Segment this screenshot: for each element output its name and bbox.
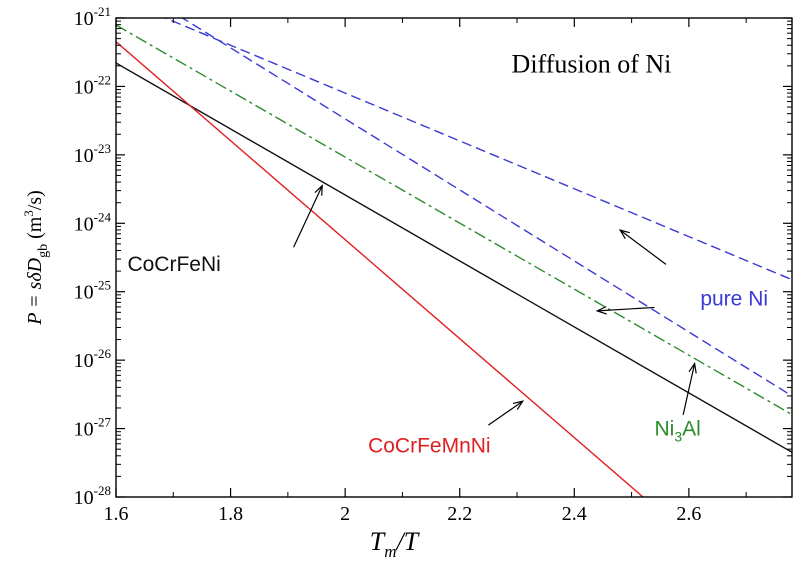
annotation-text: pure Ni bbox=[700, 287, 768, 310]
y-tick-base: 10 bbox=[74, 487, 94, 509]
annotation-text-rest: Al bbox=[682, 417, 701, 440]
annotation-text: CoCrFeNi bbox=[127, 253, 220, 276]
y-axis-title-units-open: (m bbox=[24, 216, 46, 244]
y-tick-base: 10 bbox=[74, 419, 94, 441]
y-tick-label: 10-27 bbox=[74, 415, 112, 441]
arrow-head bbox=[618, 229, 630, 239]
y-tick-exponent: -22 bbox=[94, 72, 111, 87]
annotation-subscript: 3 bbox=[674, 428, 682, 444]
y-tick-exponent: -27 bbox=[94, 415, 112, 430]
annotation-text: Ni bbox=[655, 417, 675, 440]
y-tick-base: 10 bbox=[74, 350, 94, 372]
annotation-arrow bbox=[597, 306, 655, 312]
y-tick-label: 10-21 bbox=[74, 4, 111, 30]
annotation-arrow bbox=[488, 400, 524, 426]
x-tick-label: 2.2 bbox=[447, 503, 472, 525]
y-tick-label: 10-22 bbox=[74, 72, 111, 98]
series-line-ni3al-2 bbox=[116, 24, 792, 416]
y-axis-title-units-close: /s) bbox=[24, 190, 46, 210]
x-tick-label: 1.8 bbox=[218, 503, 243, 525]
y-tick-base: 10 bbox=[74, 282, 94, 304]
plot-frame bbox=[115, 17, 793, 498]
series-lines bbox=[116, 18, 792, 497]
x-tick-label: 1.6 bbox=[104, 503, 129, 525]
y-axis-title-sub: gb bbox=[36, 244, 51, 258]
arrow-head bbox=[595, 306, 607, 315]
arrow-head bbox=[512, 400, 525, 410]
y-tick-exponent: -25 bbox=[94, 278, 111, 293]
y-axis-title-lhs: P = sδD bbox=[24, 257, 46, 325]
y-tick-label: 10-28 bbox=[74, 483, 111, 509]
annotation-text: CoCrFeMnNi bbox=[368, 435, 491, 458]
y-axis-title: P = sδDgb (m3/s) bbox=[21, 190, 51, 326]
y-tick-base: 10 bbox=[74, 145, 94, 167]
axis-ticks bbox=[115, 17, 792, 498]
x-axis-title: Tm/T bbox=[370, 527, 420, 561]
series-line-pure-ni-0 bbox=[163, 18, 792, 281]
x-tick-label: 2.4 bbox=[562, 503, 587, 525]
series-line-cocrfemnni-4 bbox=[116, 41, 644, 497]
annotation-cocrfeni: CoCrFeNi bbox=[127, 253, 220, 276]
annotation-arrow bbox=[293, 185, 323, 248]
y-tick-label: 10-24 bbox=[74, 209, 112, 235]
annotation-pure-ni: pure Ni bbox=[700, 287, 768, 310]
y-tick-label: 10-25 bbox=[74, 278, 111, 304]
x-axis-title-rest: /T bbox=[395, 527, 420, 556]
y-tick-exponent: -23 bbox=[94, 141, 111, 156]
chart-title: Diffusion of Ni bbox=[512, 50, 672, 79]
y-tick-label: 10-26 bbox=[74, 346, 112, 372]
y-tick-exponent: -28 bbox=[94, 483, 111, 498]
x-tick-label: 2.6 bbox=[676, 503, 701, 525]
annotations: pure Ni Ni3Al CoCrFeNi CoCrFeMnNi bbox=[127, 184, 768, 458]
y-tick-base: 10 bbox=[74, 76, 94, 98]
y-axis-title-units-sup: 3 bbox=[21, 210, 36, 217]
series-line-cocrfeni-3 bbox=[116, 62, 792, 453]
arrow-head bbox=[314, 184, 323, 196]
arrow-head bbox=[688, 361, 697, 374]
y-tick-base: 10 bbox=[74, 213, 94, 235]
y-tick-base: 10 bbox=[74, 8, 94, 30]
series-line-pure-ni-1 bbox=[181, 18, 792, 397]
y-tick-label: 10-23 bbox=[74, 141, 111, 167]
tick-labels: 1.6 1.8 2 2.2 2.4 2.610-2110-2210-2310-2410-2… bbox=[74, 4, 702, 525]
x-axis-title-sub: m bbox=[384, 542, 396, 561]
x-tick-label: 2 bbox=[340, 503, 350, 525]
y-tick-exponent: -26 bbox=[94, 346, 112, 361]
annotation-arrow bbox=[619, 229, 667, 265]
x-axis-title-main: T bbox=[370, 527, 386, 556]
y-tick-exponent: -24 bbox=[94, 209, 112, 224]
annotation-arrow bbox=[682, 363, 696, 416]
annotation-cocrfemnni: CoCrFeMnNi bbox=[368, 435, 491, 458]
annotation-nial: Ni3Al bbox=[655, 417, 701, 444]
y-tick-exponent: -21 bbox=[94, 4, 111, 19]
